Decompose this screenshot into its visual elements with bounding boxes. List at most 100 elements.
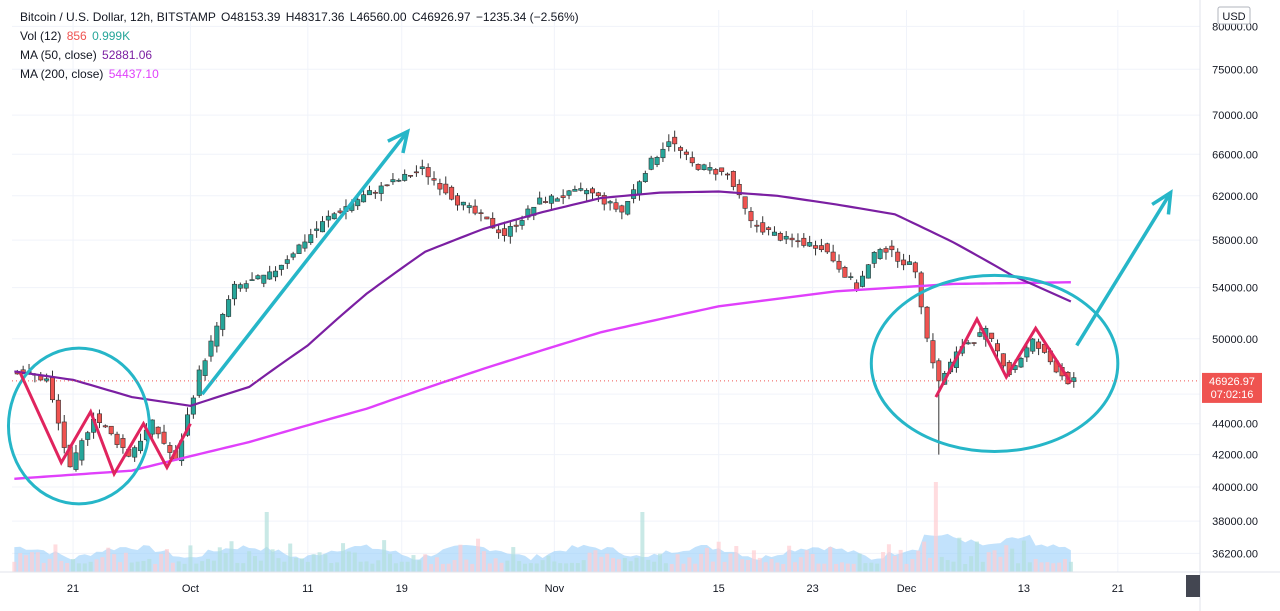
legend-volume-row[interactable]: Vol (12) 856 0.999K (20, 27, 579, 46)
candle (255, 274, 261, 280)
candle (302, 234, 308, 252)
candle (607, 199, 613, 211)
volume-bar (217, 547, 222, 572)
candle (85, 430, 91, 446)
ohlc-change: −1235.34 (−2.56%) (475, 10, 579, 24)
candle-body (1024, 347, 1030, 358)
candle-body (965, 342, 971, 345)
volume-bar (658, 553, 662, 572)
candle (501, 221, 507, 242)
candle-body (795, 240, 801, 243)
candle (114, 431, 120, 449)
candle (496, 223, 502, 239)
candle (267, 265, 273, 280)
candle-body (513, 224, 519, 227)
volume-bar (288, 543, 293, 572)
candle (771, 226, 777, 236)
volume-bar (851, 563, 856, 572)
volume-bar (493, 558, 498, 572)
candle-body (742, 196, 748, 209)
candle (760, 216, 766, 235)
arrow-up-left-head (387, 128, 411, 154)
candle (319, 216, 325, 233)
volume-bar (388, 554, 392, 572)
candle-body (777, 233, 783, 241)
candle (730, 170, 736, 191)
volume-bar (129, 562, 134, 572)
candle-body (73, 452, 79, 470)
candle (695, 163, 701, 171)
candle-body (132, 447, 138, 458)
volume-bar (916, 550, 921, 572)
volume-bar (159, 553, 164, 572)
volume-bar (335, 562, 340, 572)
candle-body (413, 171, 419, 174)
candle-body (842, 267, 848, 278)
volume-bar (182, 563, 187, 572)
candle-body (666, 141, 672, 147)
candle (478, 209, 484, 222)
volume-bar (722, 561, 727, 572)
volume-bar (740, 559, 745, 572)
arrow-up-right-head (1151, 189, 1173, 215)
volume-bar (47, 558, 52, 572)
candle-body (196, 369, 202, 396)
volume-bar (704, 547, 709, 572)
candle (865, 264, 871, 279)
candle-body (895, 251, 901, 262)
candle (155, 426, 161, 439)
candle (372, 190, 378, 199)
volume-bar (253, 556, 257, 572)
volume-bar (147, 558, 152, 572)
volume-bar (464, 559, 469, 572)
symbol-title[interactable]: Bitcoin / U.S. Dollar, 12h, BITSTAMP (20, 10, 216, 24)
grid (12, 10, 1200, 572)
x-tick-label: 13 (1018, 583, 1030, 595)
y-tick-label: 62000.00 (1212, 191, 1258, 203)
volume-bar (564, 563, 569, 572)
x-tick-label: 21 (67, 583, 79, 595)
candle (830, 244, 836, 263)
candle (625, 201, 631, 216)
legend-ma200-row[interactable]: MA (200, close) 54437.10 (20, 65, 579, 84)
volume-bar (141, 560, 146, 572)
candle (678, 145, 684, 159)
candle (325, 210, 331, 228)
volume-bar (200, 561, 205, 572)
volume-bar (593, 550, 598, 572)
volume-bar (969, 556, 974, 572)
volume-bar (59, 560, 64, 572)
candle-body (695, 164, 701, 170)
candle-body (924, 306, 930, 339)
volume-bar (728, 553, 733, 572)
legend-ma50-row[interactable]: MA (50, close) 52881.06 (20, 46, 579, 65)
candle (61, 415, 67, 454)
candle-body (736, 183, 742, 196)
ma200-label: MA (200, close) (20, 67, 104, 81)
last-price-box (1202, 372, 1262, 403)
volume-bar (364, 561, 369, 572)
candle-body (589, 188, 595, 194)
candle-body (543, 201, 549, 203)
candle (631, 184, 637, 204)
candle-body (96, 413, 102, 423)
volume-bar (558, 563, 563, 572)
candle (842, 265, 848, 278)
legend: Bitcoin / U.S. Dollar, 12h, BITSTAMP O48… (20, 8, 579, 84)
candle-body (255, 275, 261, 280)
x-tick-label: 23 (806, 583, 818, 595)
volume-bar (640, 512, 645, 572)
volume-bar (816, 563, 821, 572)
candle-body (636, 181, 642, 195)
volume-bar (910, 559, 915, 572)
candle-body (601, 195, 607, 205)
volume-bar (875, 563, 880, 572)
candle (378, 182, 384, 202)
left-ellipse (6, 346, 151, 506)
volume-bar (787, 545, 792, 572)
candle (543, 196, 549, 204)
volume-bar (581, 560, 586, 572)
candle (1036, 338, 1042, 356)
candle (208, 335, 214, 362)
